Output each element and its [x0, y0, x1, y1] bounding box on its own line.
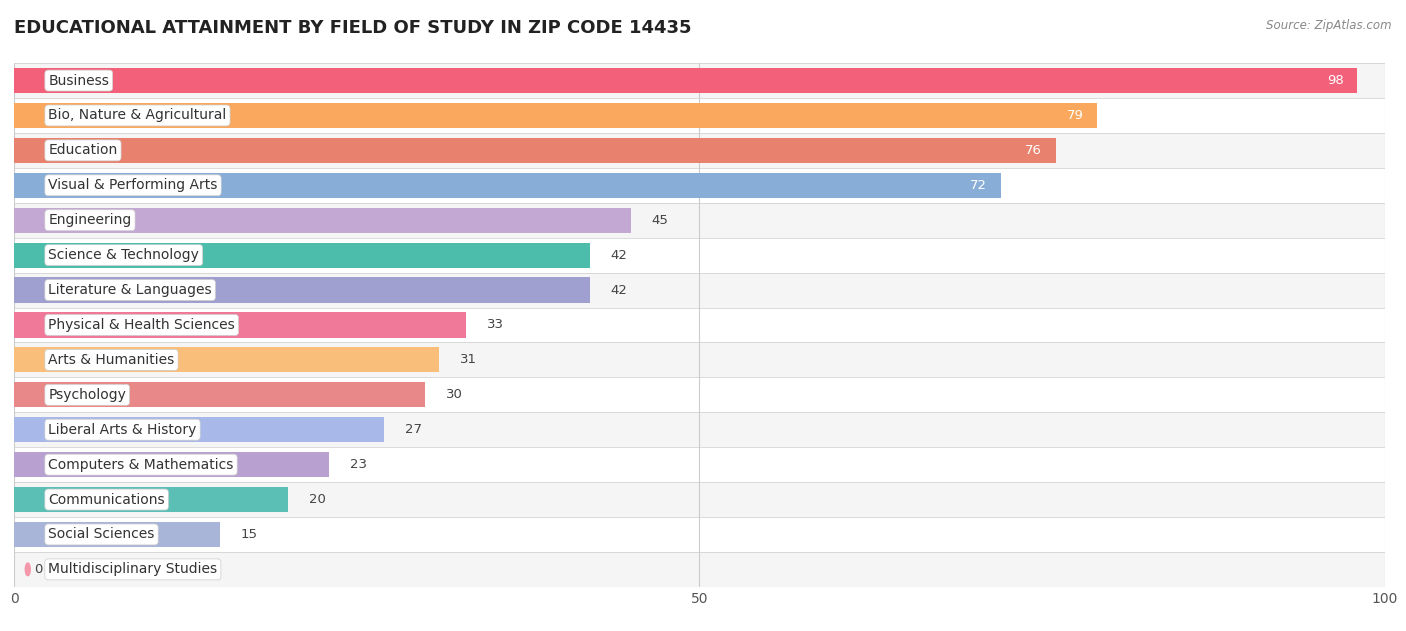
Bar [14, 63, 1385, 98]
Text: 23: 23 [350, 458, 367, 471]
Bar [14, 208, 631, 233]
Circle shape [25, 214, 31, 227]
Text: Source: ZipAtlas.com: Source: ZipAtlas.com [1267, 19, 1392, 32]
Text: 27: 27 [405, 423, 422, 436]
Bar [14, 522, 219, 547]
Circle shape [25, 528, 31, 541]
Bar [14, 347, 439, 372]
Text: Liberal Arts & History: Liberal Arts & History [48, 423, 197, 437]
Bar [14, 273, 1385, 307]
Text: Education: Education [48, 143, 118, 157]
Text: Arts & Humanities: Arts & Humanities [48, 353, 174, 367]
Text: 0: 0 [35, 563, 44, 576]
Bar [14, 482, 1385, 517]
Circle shape [25, 109, 31, 122]
Bar [14, 517, 1385, 552]
Bar [14, 173, 1001, 198]
Bar [14, 447, 1385, 482]
Bar [14, 377, 1385, 412]
Bar [14, 307, 1385, 343]
Text: 42: 42 [610, 249, 627, 262]
Text: 33: 33 [486, 319, 503, 331]
Circle shape [25, 423, 31, 436]
Text: EDUCATIONAL ATTAINMENT BY FIELD OF STUDY IN ZIP CODE 14435: EDUCATIONAL ATTAINMENT BY FIELD OF STUDY… [14, 19, 692, 37]
Text: Social Sciences: Social Sciences [48, 528, 155, 541]
Bar [14, 98, 1385, 133]
Bar [14, 103, 1097, 128]
Bar [14, 133, 1385, 168]
Bar [14, 552, 1385, 587]
Text: Visual & Performing Arts: Visual & Performing Arts [48, 179, 218, 192]
Bar [14, 417, 384, 442]
Bar [14, 412, 1385, 447]
Text: Science & Technology: Science & Technology [48, 248, 200, 262]
Circle shape [25, 144, 31, 156]
Text: Psychology: Psychology [48, 388, 127, 402]
Text: 45: 45 [651, 214, 668, 227]
Circle shape [25, 319, 31, 331]
Text: Bio, Nature & Agricultural: Bio, Nature & Agricultural [48, 109, 226, 122]
Text: 76: 76 [1025, 144, 1042, 157]
Text: Literature & Languages: Literature & Languages [48, 283, 212, 297]
Text: 98: 98 [1327, 74, 1344, 87]
Circle shape [25, 563, 31, 575]
Text: Multidisciplinary Studies: Multidisciplinary Studies [48, 562, 218, 576]
Bar [14, 487, 288, 512]
Text: 15: 15 [240, 528, 257, 541]
Text: Engineering: Engineering [48, 213, 132, 227]
Bar [14, 68, 1358, 93]
Text: Computers & Mathematics: Computers & Mathematics [48, 457, 233, 471]
Text: 79: 79 [1066, 109, 1084, 122]
Circle shape [25, 179, 31, 192]
Text: 30: 30 [446, 388, 463, 401]
Bar [14, 343, 1385, 377]
Text: 72: 72 [970, 179, 987, 192]
Text: Communications: Communications [48, 493, 165, 507]
Bar [14, 238, 1385, 273]
Circle shape [25, 284, 31, 297]
Bar [14, 168, 1385, 203]
Bar [14, 278, 591, 303]
Circle shape [25, 353, 31, 366]
Bar [14, 452, 329, 477]
Circle shape [25, 249, 31, 261]
Bar [14, 203, 1385, 238]
Text: 20: 20 [309, 493, 326, 506]
Circle shape [25, 458, 31, 471]
Text: 31: 31 [460, 353, 477, 367]
Text: Business: Business [48, 74, 110, 88]
Circle shape [25, 74, 31, 87]
Bar [14, 312, 467, 338]
Text: Physical & Health Sciences: Physical & Health Sciences [48, 318, 235, 332]
Bar [14, 382, 425, 408]
Circle shape [25, 389, 31, 401]
Bar [14, 138, 1056, 163]
Bar [14, 242, 591, 268]
Text: 42: 42 [610, 283, 627, 297]
Circle shape [25, 493, 31, 506]
